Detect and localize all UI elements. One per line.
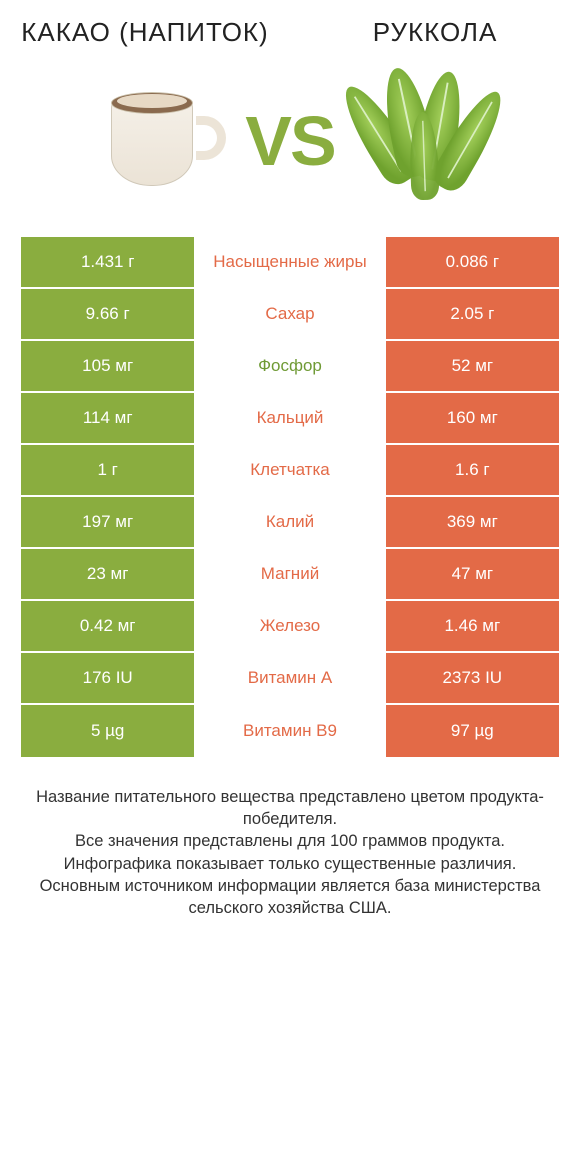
left-value-cell: 197 мг [21, 497, 196, 547]
left-value-cell: 1 г [21, 445, 196, 495]
table-row: 9.66 гСахар2.05 г [21, 289, 559, 341]
nutrient-label-cell: Железо [196, 601, 383, 651]
table-row: 197 мгКалий369 мг [21, 497, 559, 549]
nutrient-label-cell: Сахар [196, 289, 383, 339]
footer-line: Все значения представлены для 100 граммо… [30, 830, 550, 852]
nutrient-label-cell: Магний [196, 549, 383, 599]
right-value-cell: 369 мг [384, 497, 559, 547]
product-right-title: РУККОЛА [290, 18, 580, 48]
nutrient-label-cell: Калий [196, 497, 383, 547]
product-images-row: VS [0, 56, 580, 236]
table-row: 114 мгКальций160 мг [21, 393, 559, 445]
table-row: 1.431 гНасыщенные жиры0.086 г [21, 237, 559, 289]
footer-notes: Название питательного вещества представл… [30, 786, 550, 920]
right-value-cell: 2.05 г [384, 289, 559, 339]
left-value-cell: 105 мг [21, 341, 196, 391]
table-row: 176 IUВитамин A2373 IU [21, 653, 559, 705]
left-value-cell: 5 µg [21, 705, 196, 757]
nutrient-label-cell: Витамин B9 [196, 705, 383, 757]
right-value-cell: 47 мг [384, 549, 559, 599]
right-value-cell: 0.086 г [384, 237, 559, 287]
header: КАКАО (НАПИТОК) РУККОЛА [0, 0, 580, 56]
right-value-cell: 97 µg [384, 705, 559, 757]
product-left-title: КАКАО (НАПИТОК) [0, 18, 290, 48]
right-value-cell: 1.6 г [384, 445, 559, 495]
left-value-cell: 114 мг [21, 393, 196, 443]
left-value-cell: 0.42 мг [21, 601, 196, 651]
nutrient-label-cell: Кальций [196, 393, 383, 443]
table-row: 5 µgВитамин B997 µg [21, 705, 559, 757]
footer-line: Основным источником информации является … [30, 875, 550, 920]
table-row: 23 мгМагний47 мг [21, 549, 559, 601]
left-value-cell: 1.431 г [21, 237, 196, 287]
right-value-cell: 2373 IU [384, 653, 559, 703]
nutrient-label-cell: Насыщенные жиры [196, 237, 383, 287]
footer-line: Название питательного вещества представл… [30, 786, 550, 831]
table-row: 105 мгФосфор52 мг [21, 341, 559, 393]
table-row: 0.42 мгЖелезо1.46 мг [21, 601, 559, 653]
right-value-cell: 160 мг [384, 393, 559, 443]
left-value-cell: 176 IU [21, 653, 196, 703]
cocoa-image [75, 66, 235, 216]
nutrient-label-cell: Витамин A [196, 653, 383, 703]
left-value-cell: 23 мг [21, 549, 196, 599]
nutrient-label-cell[interactable]: Фосфор [196, 341, 383, 391]
footer-line: Инфографика показывает только существенн… [30, 853, 550, 875]
right-value-cell: 52 мг [384, 341, 559, 391]
arugula-image [345, 66, 505, 216]
nutrition-table: 1.431 гНасыщенные жиры0.086 г9.66 гСахар… [20, 236, 560, 758]
right-value-cell: 1.46 мг [384, 601, 559, 651]
left-value-cell: 9.66 г [21, 289, 196, 339]
vs-label: VS [245, 101, 334, 181]
table-row: 1 гКлетчатка1.6 г [21, 445, 559, 497]
nutrient-label-cell: Клетчатка [196, 445, 383, 495]
